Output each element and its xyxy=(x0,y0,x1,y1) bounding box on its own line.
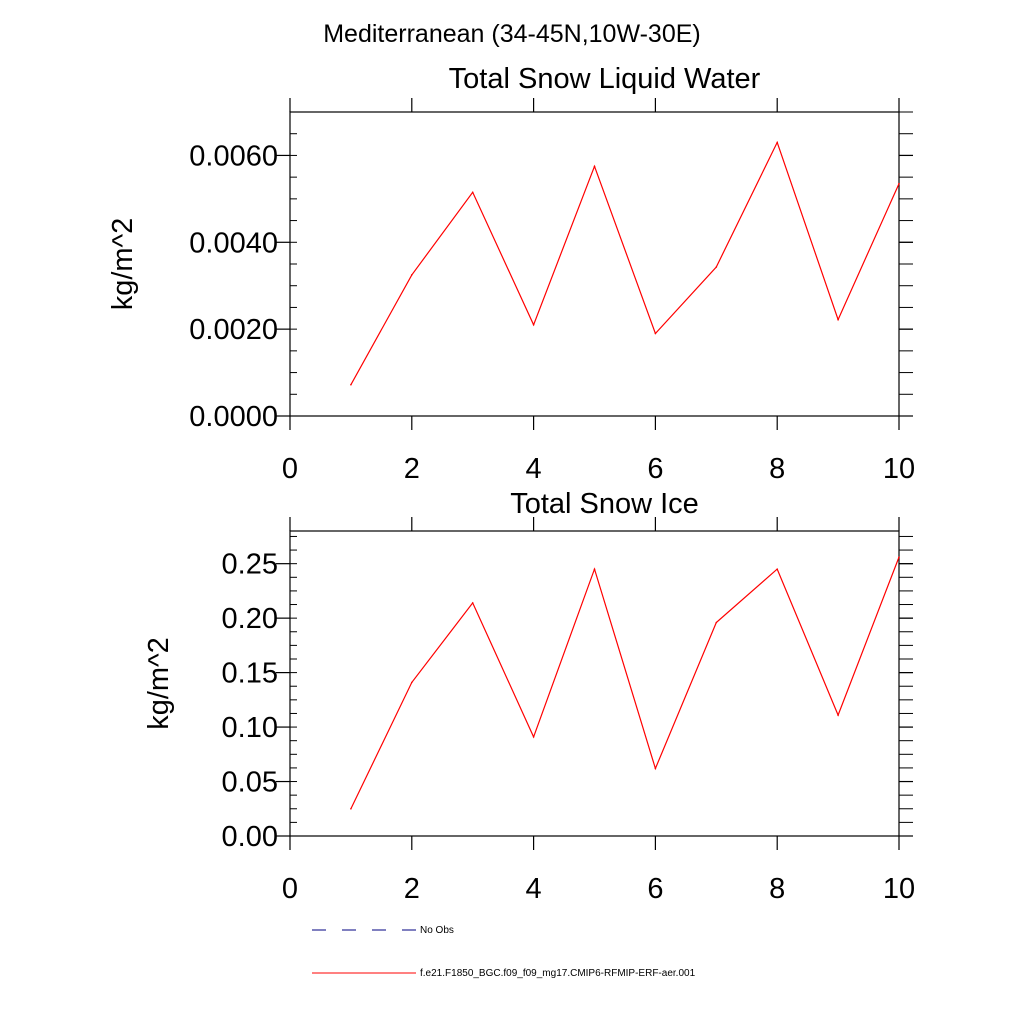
x-tick-label: 0 xyxy=(282,453,298,485)
x-tick-label: 8 xyxy=(769,453,785,485)
data-point xyxy=(593,165,596,168)
data-point xyxy=(471,191,474,194)
legend-obs-label: No Obs xyxy=(420,925,454,936)
y-tick-label: 0.20 xyxy=(222,603,278,635)
data-point xyxy=(898,556,900,558)
x-tick-label: 2 xyxy=(404,453,420,485)
chart-panels: Total Snow Liquid Water 0 2 4 6 8 10 0.0000 0.00… xyxy=(107,63,915,905)
x-tick-label: 10 xyxy=(883,453,915,485)
y-tick-label: 0.00 xyxy=(222,821,278,853)
y-axis-label: kg/m^2 xyxy=(143,637,175,730)
data-point xyxy=(654,332,657,335)
legend: No Obs f.e21.F1850_BGC.f09_f09_mg17.CMIP… xyxy=(312,925,696,979)
series-line xyxy=(350,556,900,810)
data-point xyxy=(715,266,718,268)
y-tick-label: 0.15 xyxy=(222,658,278,690)
y-tick-label: 0.0060 xyxy=(189,140,278,172)
plot-frame xyxy=(289,111,900,417)
x-tick-label: 8 xyxy=(769,873,785,905)
y-tick-label: 0.0040 xyxy=(189,227,278,259)
legend-model-label: f.e21.F1850_BGC.f09_f09_mg17.CMIP6-RFMIP… xyxy=(420,968,696,979)
x-tick-label: 6 xyxy=(647,453,663,485)
x-tick-label: 4 xyxy=(526,453,542,485)
series-line xyxy=(350,140,900,385)
data-point xyxy=(471,602,474,604)
data-point xyxy=(411,681,413,684)
data-point xyxy=(776,141,778,144)
chart-title: Total Snow Ice xyxy=(510,488,699,520)
data-point xyxy=(532,736,535,738)
data-point xyxy=(715,621,718,624)
y-tick-label: 0.05 xyxy=(222,767,278,799)
chart-panel-1: Total Snow Liquid Water 0 2 4 6 8 10 0.0000 0.00… xyxy=(107,63,915,485)
y-tick-label: 0.0020 xyxy=(189,314,278,346)
data-point xyxy=(532,324,535,326)
data-point xyxy=(837,714,839,716)
data-point xyxy=(654,767,657,770)
data-point xyxy=(411,274,413,276)
data-point xyxy=(350,383,352,386)
y-tick-label: 0.25 xyxy=(222,549,278,581)
data-point xyxy=(350,807,352,810)
chart-suptitle: Mediterranean (34-45N,10W-30E) xyxy=(323,20,701,48)
data-point xyxy=(898,182,900,185)
data-point xyxy=(776,568,778,570)
y-axis-label: kg/m^2 xyxy=(107,218,139,311)
chart-title: Total Snow Liquid Water xyxy=(449,63,761,95)
x-tick-label: 2 xyxy=(404,873,420,905)
plot-frame xyxy=(289,530,900,837)
data-point xyxy=(593,568,596,570)
y-tick-label: 0.10 xyxy=(222,712,278,744)
data-point xyxy=(837,318,839,321)
y-tick-label: 0.0000 xyxy=(189,401,278,433)
x-tick-label: 4 xyxy=(526,873,542,905)
x-tick-label: 6 xyxy=(647,873,663,905)
chart-panel-2: Total Snow Ice 0 2 4 6 8 10 0.00 0.05 0.10 0.15 0.2… xyxy=(143,488,915,905)
x-tick-label: 0 xyxy=(282,873,298,905)
x-tick-label: 10 xyxy=(883,873,915,905)
